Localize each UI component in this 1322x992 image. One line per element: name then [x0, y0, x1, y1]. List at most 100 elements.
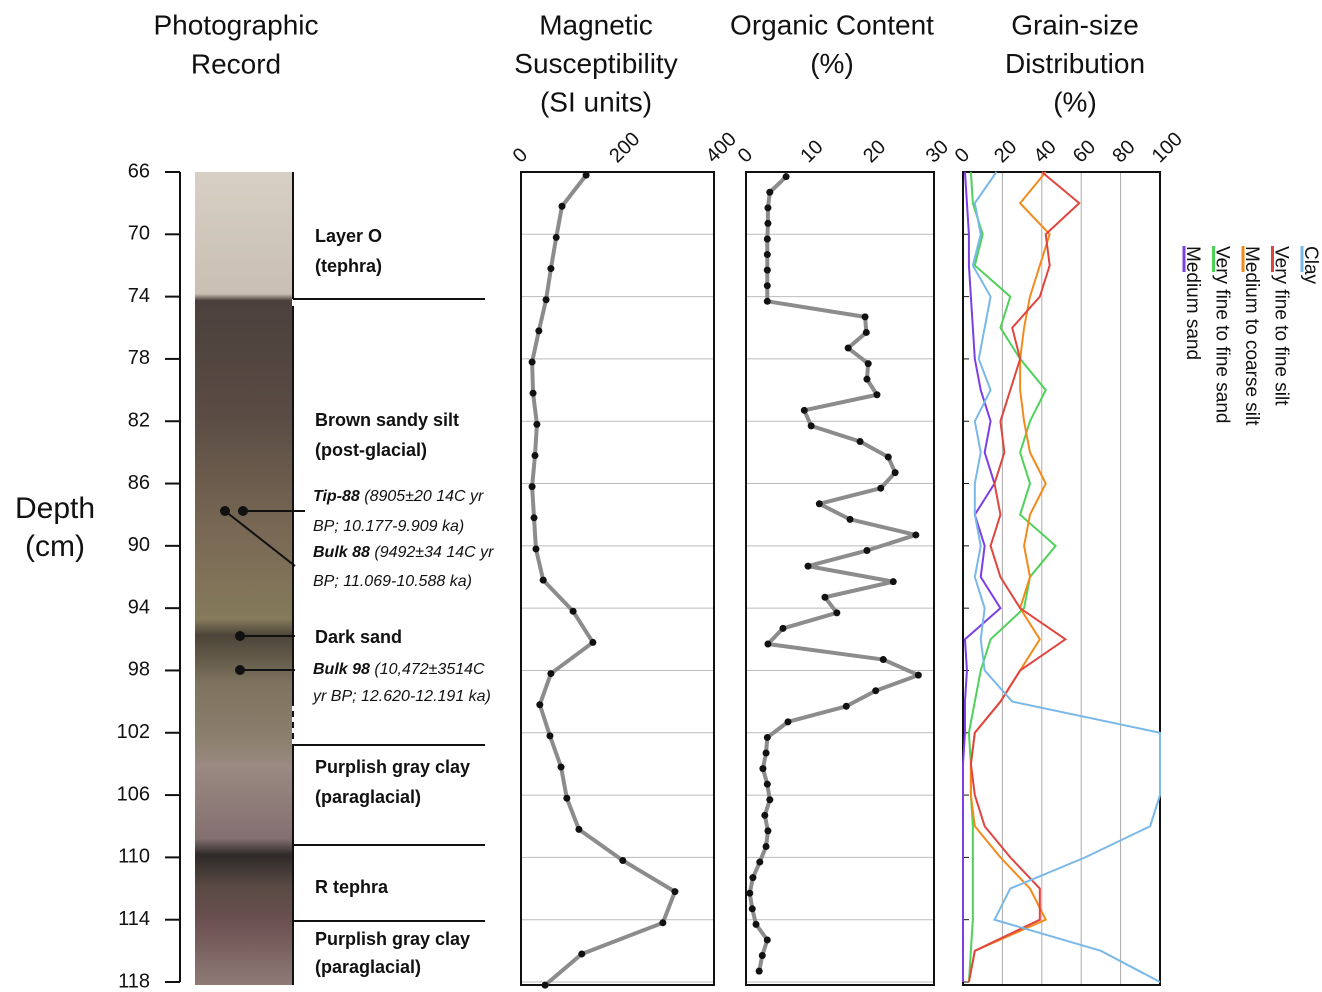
- x-tick-label: 10: [796, 136, 827, 167]
- layer-label: Layer O: [315, 226, 382, 246]
- x-tick-label: 0: [951, 144, 974, 167]
- data-point: [536, 701, 543, 708]
- y-tick-label: 86: [128, 472, 150, 494]
- data-point: [764, 251, 771, 258]
- x-tick-label: 400: [702, 128, 741, 167]
- data-point: [753, 921, 760, 928]
- sample-label: Bulk 98 (10,472±3514C: [313, 661, 485, 678]
- layer-label: (paraglacial): [315, 787, 421, 807]
- layer-label: (post-glacial): [315, 440, 427, 460]
- data-point: [890, 578, 897, 585]
- panel-frame: [963, 172, 1160, 985]
- panel-title: Organic Content: [730, 9, 934, 40]
- sample-detail: yr BP; 12.620-12.191 ka): [312, 688, 491, 705]
- data-point: [783, 173, 790, 180]
- data-point: [759, 765, 766, 772]
- data-point: [872, 687, 879, 694]
- data-point: [805, 563, 812, 570]
- data-point: [808, 422, 815, 429]
- data-point: [766, 796, 773, 803]
- panel-title: Grain-size: [1011, 9, 1139, 40]
- y-tick-label: 114: [118, 908, 150, 930]
- y-tick-label: 74: [128, 285, 150, 307]
- data-point: [862, 313, 869, 320]
- data-point: [764, 640, 771, 647]
- data-point: [843, 703, 850, 710]
- data-point: [801, 407, 808, 414]
- sample-label: Tip-88 (8905±20 14C yr: [313, 488, 484, 505]
- legend-label: Very fine to fine sand: [1211, 246, 1232, 423]
- data-point: [746, 890, 753, 897]
- depth-label: Depth: [15, 492, 95, 525]
- data-point: [764, 204, 771, 211]
- data-point: [766, 189, 773, 196]
- data-point: [833, 609, 840, 616]
- data-point: [877, 485, 884, 492]
- data-point: [763, 750, 770, 757]
- y-tick-label: 102: [117, 721, 150, 743]
- photo-title: Photographic: [153, 9, 318, 40]
- data-point: [529, 483, 536, 490]
- data-point: [873, 391, 880, 398]
- data-point: [546, 732, 553, 739]
- data-point: [915, 672, 922, 679]
- data-point: [784, 718, 791, 725]
- y-tick-label: 82: [128, 410, 150, 432]
- data-point: [529, 359, 536, 366]
- layer-label: R tephra: [315, 877, 389, 897]
- data-point: [885, 454, 892, 461]
- panel-title: (%): [1053, 86, 1097, 117]
- data-point: [863, 376, 870, 383]
- data-point: [575, 826, 582, 833]
- x-tick-label: 20: [990, 136, 1021, 167]
- layer-label: (paraglacial): [315, 957, 421, 977]
- panel-frame: [746, 172, 934, 985]
- y-tick-label: 106: [117, 783, 150, 805]
- sample-name: Bulk 88: [313, 544, 370, 561]
- data-point: [547, 670, 554, 677]
- x-tick-label: 80: [1108, 136, 1139, 167]
- data-point: [531, 514, 538, 521]
- data-point: [761, 812, 768, 819]
- data-point: [764, 827, 771, 834]
- data-point: [563, 795, 570, 802]
- data-point: [659, 919, 666, 926]
- data-point: [553, 234, 560, 241]
- panel-frame: [521, 172, 714, 985]
- panel-title: (SI units): [540, 86, 652, 117]
- legend-label: Medium to coarse silt: [1241, 246, 1262, 426]
- y-tick-label: 78: [128, 347, 150, 369]
- data-point: [671, 888, 678, 895]
- y-tick-label: 70: [128, 223, 150, 245]
- data-point: [749, 905, 756, 912]
- x-tick-label: 60: [1069, 136, 1100, 167]
- data-point: [749, 874, 756, 881]
- data-point: [912, 531, 919, 538]
- panel-title: Magnetic: [539, 9, 653, 40]
- sample-detail: (8905±20 14C yr: [364, 488, 484, 505]
- x-tick-label: 0: [509, 144, 532, 167]
- data-point: [530, 390, 537, 397]
- data-point: [543, 296, 550, 303]
- layer-label: Purplish gray clay: [315, 929, 470, 949]
- data-point: [892, 469, 899, 476]
- data-point: [583, 172, 590, 179]
- photo-title: Record: [191, 48, 281, 79]
- sample-detail: BP; 11.069-10.588 ka): [313, 573, 472, 590]
- legend-label: Medium sand: [1182, 246, 1203, 360]
- data-point: [764, 235, 771, 242]
- sample-name: Tip-88: [313, 488, 360, 505]
- data-point: [589, 639, 596, 646]
- y-tick-label: 94: [128, 596, 150, 618]
- layer-label: Purplish gray clay: [315, 757, 470, 777]
- sample-detail: (9492±34 14C yr: [374, 544, 494, 561]
- legend-label: Very fine to fine silt: [1270, 246, 1291, 406]
- core-photo: [195, 172, 292, 985]
- sample-label: Bulk 88 (9492±34 14C yr: [313, 544, 494, 561]
- data-point: [863, 329, 870, 336]
- data-point: [764, 282, 771, 289]
- data-point: [821, 594, 828, 601]
- data-point: [764, 220, 771, 227]
- data-point: [540, 577, 547, 584]
- data-line: [750, 177, 919, 971]
